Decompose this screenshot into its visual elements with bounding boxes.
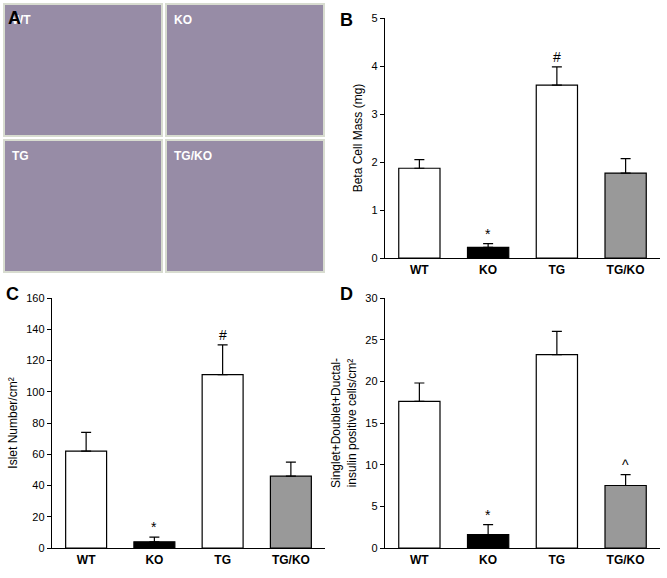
svg-text:*: * bbox=[485, 226, 491, 242]
svg-text:10: 10 bbox=[365, 459, 377, 471]
svg-text:20: 20 bbox=[32, 511, 44, 523]
svg-text:0: 0 bbox=[38, 542, 44, 554]
svg-text:WT: WT bbox=[77, 553, 96, 567]
svg-text:KO: KO bbox=[174, 13, 192, 27]
svg-text:KO: KO bbox=[145, 553, 163, 567]
svg-text:#: # bbox=[553, 49, 561, 65]
svg-text:TG/KO: TG/KO bbox=[272, 553, 310, 567]
svg-text:B: B bbox=[340, 10, 353, 30]
svg-text:TG/KO: TG/KO bbox=[174, 149, 212, 163]
svg-text:5: 5 bbox=[371, 12, 377, 24]
svg-text:140: 140 bbox=[26, 323, 44, 335]
svg-text:30: 30 bbox=[365, 292, 377, 304]
svg-text:TG: TG bbox=[549, 553, 566, 567]
svg-text:5: 5 bbox=[371, 500, 377, 512]
svg-text:100: 100 bbox=[26, 386, 44, 398]
svg-text:WT: WT bbox=[12, 13, 31, 27]
svg-text:25: 25 bbox=[365, 334, 377, 346]
svg-text:TG/KO: TG/KO bbox=[607, 553, 645, 567]
svg-text:TG: TG bbox=[214, 553, 231, 567]
svg-text:0: 0 bbox=[371, 252, 377, 264]
svg-text:Beta Cell Mass (mg): Beta Cell Mass (mg) bbox=[351, 84, 365, 193]
svg-text:15: 15 bbox=[365, 417, 377, 429]
svg-text:WT: WT bbox=[410, 553, 429, 567]
svg-text:0: 0 bbox=[371, 542, 377, 554]
svg-text:4: 4 bbox=[371, 60, 377, 72]
svg-text:120: 120 bbox=[26, 354, 44, 366]
svg-text:D: D bbox=[340, 284, 353, 304]
svg-text:60: 60 bbox=[32, 448, 44, 460]
svg-text:KO: KO bbox=[479, 263, 497, 277]
svg-text:3: 3 bbox=[371, 108, 377, 120]
svg-text:WT: WT bbox=[410, 263, 429, 277]
svg-text:TG/KO: TG/KO bbox=[607, 263, 645, 277]
svg-text:1: 1 bbox=[371, 204, 377, 216]
svg-text:TG: TG bbox=[549, 263, 566, 277]
svg-text:2: 2 bbox=[371, 156, 377, 168]
svg-text:*: * bbox=[485, 507, 491, 523]
svg-text:A: A bbox=[8, 8, 21, 28]
svg-text:80: 80 bbox=[32, 417, 44, 429]
svg-text:40: 40 bbox=[32, 479, 44, 491]
svg-text:^: ^ bbox=[622, 457, 629, 473]
svg-text:*: * bbox=[151, 519, 157, 535]
svg-text:Singlet+Doublet+Ductal-insulin: Singlet+Doublet+Ductal-insulin positive … bbox=[329, 358, 359, 488]
svg-text:Islet Number/cm²: Islet Number/cm² bbox=[6, 377, 20, 468]
svg-text:#: # bbox=[219, 327, 227, 343]
svg-text:TG: TG bbox=[12, 149, 29, 163]
svg-text:KO: KO bbox=[479, 553, 497, 567]
svg-text:160: 160 bbox=[26, 292, 44, 304]
svg-text:20: 20 bbox=[365, 375, 377, 387]
svg-text:C: C bbox=[6, 284, 19, 304]
